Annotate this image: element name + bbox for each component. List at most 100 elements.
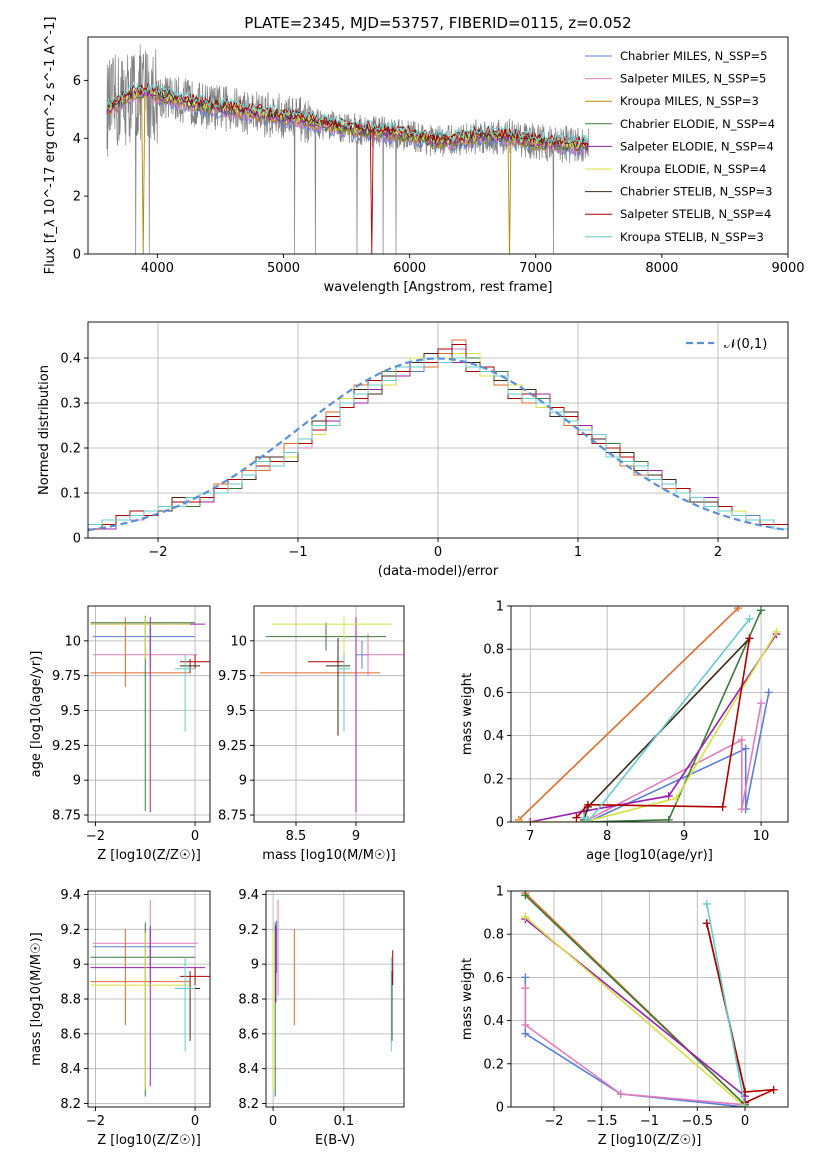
y-tick-label: 8.8 — [60, 993, 81, 1008]
legend-entry: 𝒩(0,1) — [724, 337, 767, 352]
x-tick-label: 0 — [269, 1114, 277, 1129]
marker-plus — [772, 627, 781, 636]
mass-weight-line — [575, 638, 751, 819]
errorbar-point — [92, 929, 196, 965]
marker-plus — [672, 794, 681, 803]
y-tick-label: 0.2 — [483, 772, 504, 787]
marker-plus — [718, 802, 727, 811]
x-tick-label: 9 — [352, 829, 360, 844]
panel-residual-histogram: −2 −1 0 1 2 0 0.1 0.2 0.3 0.4 (data-model)/error No… — [37, 321, 789, 579]
x-tick-label: 0 — [741, 1114, 749, 1129]
x-tick-label: 4000 — [141, 261, 174, 276]
x-tick-label: −2 — [544, 1114, 563, 1129]
mass-weight-line — [587, 703, 762, 821]
y-tick-label: 8.75 — [52, 809, 81, 824]
y-tick-label: 0.4 — [60, 352, 81, 367]
y-axis-label: age [log10(age/yr)] — [29, 651, 44, 778]
marker-plus — [521, 1029, 530, 1038]
y-tick-label: 0.8 — [483, 928, 504, 943]
axes-frame — [510, 605, 789, 823]
plot-area — [106, 44, 589, 254]
errorbar-point — [362, 633, 404, 676]
errorbar-point — [272, 617, 392, 659]
errorbar-point — [175, 957, 196, 1052]
x-tick-label: 10 — [753, 829, 770, 844]
model-spectrum-line — [106, 83, 589, 144]
marker-plus — [514, 818, 523, 822]
mass-weight-line — [524, 977, 746, 1107]
marker-plus — [583, 818, 592, 822]
y-tick-label: 0 — [73, 532, 81, 547]
y-tick-label: 0.2 — [483, 1057, 504, 1072]
x-axis-label: age [log10(age/yr)] — [586, 848, 713, 863]
plot-area — [260, 617, 404, 813]
y-tick-label: 1 — [496, 885, 504, 900]
panel-EBV-vs-mass: 0 0.1 8.2 8.4 8.6 8.8 9 9.2 9.4 E(B-V) — [238, 888, 405, 1148]
mass-weight-line — [524, 894, 746, 1106]
marker-plus — [521, 973, 530, 982]
y-tick-label: 9 — [73, 958, 81, 973]
errorbar-point — [90, 925, 206, 1087]
y-tick-label: 9 — [239, 774, 247, 789]
y-tick-label: 0.4 — [483, 1014, 504, 1029]
legend-entry: Salpeter MILES, N_SSP=5 — [620, 72, 766, 86]
legend-entry: Salpeter STELIB, N_SSP=4 — [620, 207, 771, 221]
y-tick-label: 8.6 — [60, 1027, 81, 1042]
marker-plus — [741, 744, 750, 753]
y-tick-label: 1 — [496, 600, 504, 615]
mass-weight-line — [583, 618, 751, 822]
y-tick-label: 0.6 — [483, 971, 504, 986]
errorbar-point — [326, 638, 350, 736]
marker-plus — [521, 984, 530, 993]
mass-weight-line — [706, 903, 746, 1107]
y-tick-label: 0.8 — [483, 643, 504, 658]
errorbar-point — [175, 654, 196, 732]
legend-entry: Salpeter ELODIE, N_SSP=4 — [620, 139, 774, 153]
y-tick-label: 8.6 — [238, 1027, 259, 1042]
x-tick-label: −2 — [86, 829, 105, 844]
marker-plus — [757, 699, 766, 708]
marker-plus — [526, 818, 535, 822]
x-tick-label: 9 — [680, 829, 688, 844]
errorbar-point — [180, 658, 201, 673]
marker-plus — [733, 606, 742, 613]
legend-entry: Chabrier STELIB, N_SSP=3 — [620, 185, 772, 199]
axes-frame — [87, 36, 789, 255]
y-axis-label: mass [log10(M/M☉)] — [29, 932, 44, 1065]
mass-weight-line — [524, 988, 746, 1106]
marker-plus — [583, 800, 592, 809]
x-tick-label: 0 — [191, 829, 199, 844]
y-tick-label: 4 — [73, 132, 81, 147]
x-tick-label: 9000 — [771, 261, 804, 276]
x-tick-label: 6000 — [393, 261, 426, 276]
errorbar-point — [90, 617, 191, 687]
legend-entry: Kroupa ELODIE, N_SSP=4 — [620, 162, 766, 176]
mass-weight-line — [524, 916, 746, 1107]
plot-area — [272, 899, 394, 1097]
marker-plus — [745, 634, 754, 643]
panel-Z-vs-mass: −2 0 8.2 8.4 8.6 8.8 9 9.2 9.4 Z [log10(Z/Z☉)] mas… — [29, 888, 211, 1148]
x-axis-label: wavelength [Angstrom, rest frame] — [324, 280, 553, 295]
y-tick-label: 0.1 — [60, 487, 81, 502]
y-tick-label: 8.4 — [60, 1062, 81, 1077]
marker-plus — [664, 815, 673, 822]
panel-Z-vs-age: −2 0 8.75 9 9.25 9.5 9.75 10 Z [log10(Z/Z☉)] age … — [29, 605, 211, 863]
x-axis-label: Z [log10(Z/Z☉)] — [598, 1133, 702, 1148]
model-spectrum-line — [106, 82, 589, 254]
mass-weight-line — [706, 923, 775, 1104]
y-tick-label: 9 — [73, 774, 81, 789]
x-tick-label: 5000 — [267, 261, 300, 276]
x-tick-label: 8000 — [645, 261, 678, 276]
errorbar-point — [92, 622, 196, 651]
x-tick-label: 2 — [714, 545, 722, 560]
errorbar-point — [308, 654, 345, 669]
x-tick-label: −1 — [640, 1114, 659, 1129]
y-tick-label: 9.2 — [60, 923, 81, 938]
marker-plus — [521, 912, 530, 921]
y-tick-label: 10 — [64, 634, 81, 649]
marker-plus — [702, 899, 711, 908]
x-axis-label: Z [log10(Z/Z☉)] — [97, 848, 201, 863]
figure-title: PLATE=2345, MJD=53757, FIBERID=0115, z=0… — [244, 14, 631, 32]
x-tick-label: 7000 — [519, 261, 552, 276]
y-axis-label: Normed distribution — [37, 365, 52, 495]
